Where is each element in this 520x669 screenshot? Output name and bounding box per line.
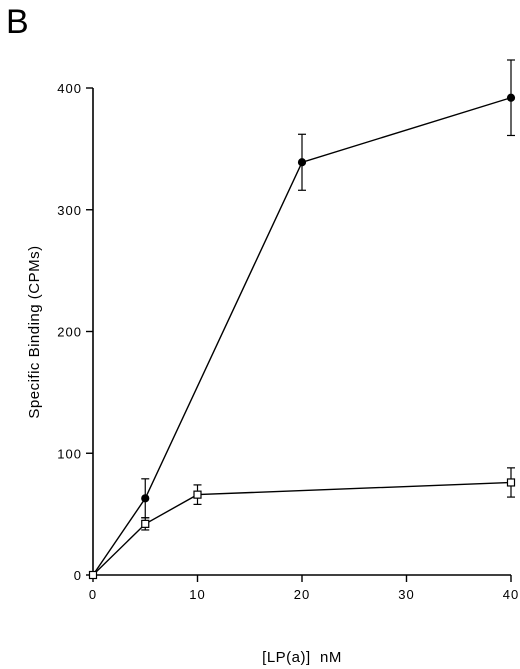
x-tick-label: 0 [89, 587, 97, 602]
y-tick-label: 300 [57, 203, 82, 218]
x-tick-label: 30 [398, 587, 414, 602]
data-point [297, 158, 307, 167]
series-line [92, 97, 512, 576]
y-tick-label: 100 [57, 446, 82, 461]
data-point [506, 478, 516, 487]
x-tick-label: 10 [189, 587, 205, 602]
series-1 [88, 59, 516, 580]
series-layer [88, 59, 516, 580]
data-point [141, 494, 150, 503]
panel-label: B [6, 3, 29, 41]
x-axis-title: [LP(a)] nM [262, 649, 342, 666]
x-tick-label: 40 [503, 587, 519, 602]
y-tick-label: 0 [74, 568, 82, 583]
data-point [141, 519, 150, 528]
y-axis-title: Specific Binding (CPMs) [26, 245, 43, 418]
data-point [506, 93, 516, 102]
ticks: 0 100 200 300 400 0 10 20 30 40 [57, 81, 519, 602]
y-tick-label: 400 [57, 81, 82, 96]
data-point [193, 490, 202, 499]
series-line [92, 481, 512, 576]
x-tick-label: 20 [294, 587, 310, 602]
data-point [88, 570, 98, 580]
series-2 [88, 467, 516, 580]
y-tick-label: 200 [57, 325, 82, 340]
